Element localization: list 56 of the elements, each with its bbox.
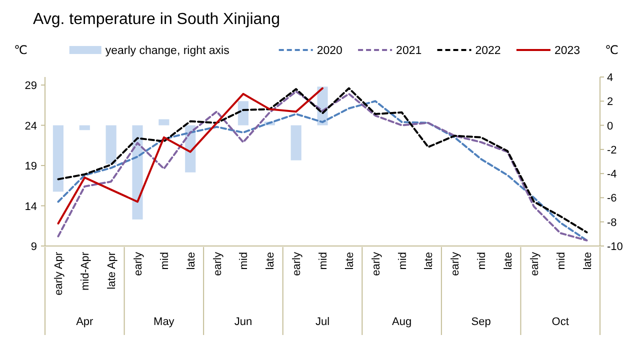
legend-label: yearly change, right axis [105,45,230,57]
bar [79,125,90,130]
y-tick-label: 19 [24,160,37,173]
x-tick-label: early Apr [53,252,66,296]
bar [106,125,116,164]
x-tick-label: mid-Apr [80,252,92,291]
y2-tick-label: -8 [607,216,617,229]
x-tick-label: early [528,252,541,276]
x-tick-label: late [264,252,277,270]
text: Aug [392,316,412,328]
x-tick-label: late Apr [106,252,118,290]
text: May [154,316,175,328]
y2-tick-label: -10 [607,241,623,253]
y2-tick-label: -6 [607,192,617,205]
x-tick-label: late [344,252,356,270]
y-tick-label: 14 [24,200,37,213]
y-axis-title: ℃ [14,43,28,57]
x-tick-label: late [502,252,514,270]
x-tick-label: mid [476,252,488,270]
y2-tick-label: 2 [607,96,614,108]
x-tick-label: mid [318,252,330,270]
x-tick-label: mid [238,252,250,270]
text: Oct [552,316,569,328]
chart-title: Avg. temperature in South Xinjiang [33,11,280,28]
y2-axis-title: ℃ [605,43,618,57]
text: Jun [234,316,252,328]
bar [238,101,248,126]
text: Sep [471,316,491,328]
x-tick-label: late [423,252,436,270]
x-tick-label: early [370,252,382,276]
y2-tick-label: 0 [607,120,614,132]
x-tick-label: early [291,252,304,276]
legend-label: 2020 [316,45,342,57]
text: Jul [315,316,330,328]
x-tick-label: early [212,252,224,276]
legend-label: 2022 [475,45,501,57]
x-tick-label: late [185,252,198,270]
x-tick-label: mid [396,252,409,270]
bar [290,125,302,160]
x-tick-label: mid [158,252,171,270]
x-tick-label: late [582,252,594,270]
y2-tick-label: 4 [607,72,614,84]
text: Apr [76,316,94,328]
x-tick-label: early [450,252,462,276]
x-tick-label: mid [555,252,568,270]
y2-tick-label: -2 [607,144,617,156]
y2-tick-label: -4 [607,168,617,181]
x-tick-label: early [132,252,144,276]
bar [52,125,64,192]
legend-label: 2021 [396,45,422,57]
y-tick-label: 24 [24,120,37,132]
bar [158,119,170,126]
y-tick-label: 9 [30,241,37,253]
line-series [57,87,324,224]
y-tick-label: 29 [24,80,37,92]
legend-label: 2023 [554,45,580,57]
